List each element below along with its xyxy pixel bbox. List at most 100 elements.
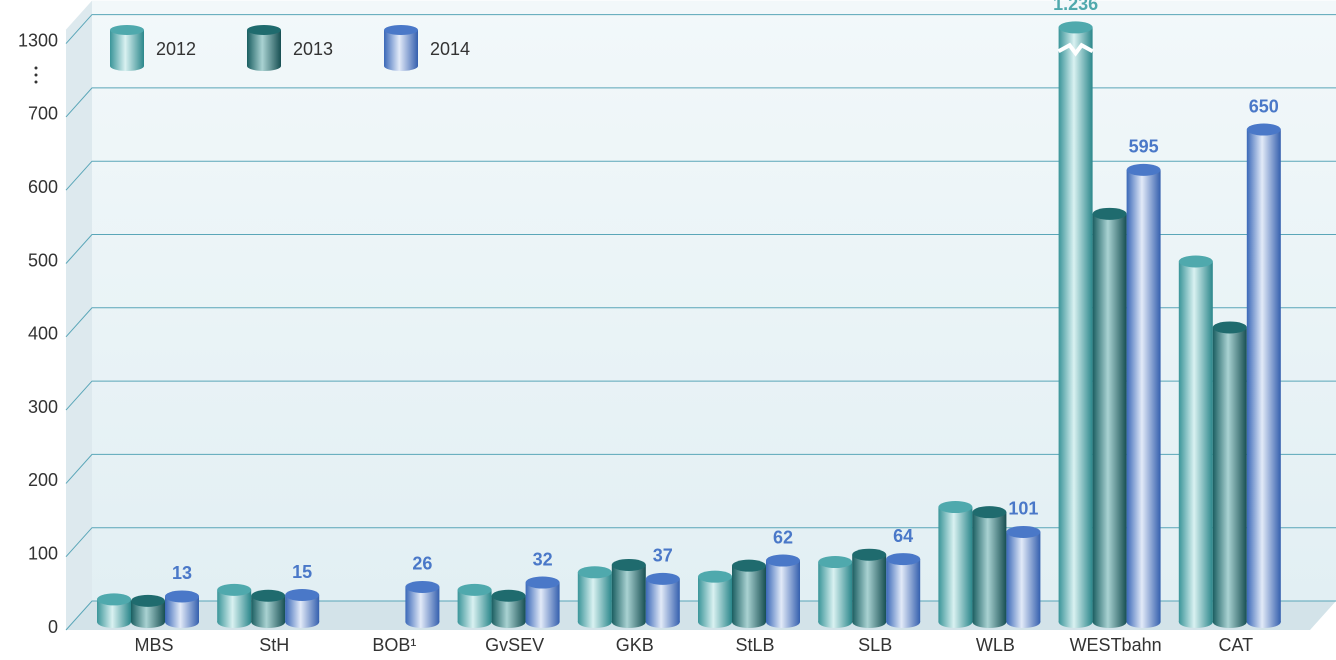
legend-swatch-base: [247, 61, 281, 71]
value-label: 1.236: [1053, 0, 1098, 14]
legend-item: 2012: [110, 25, 196, 71]
bar-base: [818, 616, 853, 628]
bar-top: [97, 593, 131, 606]
legend-swatch: [384, 30, 418, 66]
bar: [766, 554, 800, 628]
bar-base: [1006, 616, 1041, 628]
bar-top: [525, 576, 560, 589]
legend-swatch: [247, 30, 281, 66]
bar-body: [1178, 261, 1213, 622]
bar: [131, 594, 165, 628]
bar-top: [491, 589, 526, 602]
grid-line: [65, 600, 1336, 631]
y-tick-label: 500: [28, 250, 58, 270]
x-tick-label: GKB: [616, 635, 654, 655]
bar: [217, 583, 252, 628]
bar: [611, 558, 646, 628]
bar-body: [577, 572, 612, 622]
value-label: 26: [412, 554, 432, 574]
grid-line: [65, 234, 1336, 264]
bar-body: [611, 564, 646, 622]
bar: [1006, 525, 1041, 628]
break-mark: [1057, 42, 1094, 57]
bar-top: [938, 501, 973, 514]
grid-line: [65, 527, 1336, 558]
grid-line: [65, 160, 1336, 191]
bar-base: [852, 616, 887, 628]
x-tick-label: CAT: [1218, 635, 1253, 655]
bar-base: [732, 616, 766, 628]
x-tick-label: WLB: [976, 635, 1015, 655]
legend-label: 2014: [430, 39, 470, 59]
bar-top: [1006, 525, 1041, 538]
bar-base: [886, 616, 921, 628]
bar-base: [97, 616, 131, 628]
legend-swatch-top: [247, 25, 281, 35]
bar: [698, 570, 732, 628]
bar: [1246, 123, 1281, 628]
grid-line: [65, 307, 1336, 338]
bar-top: [852, 548, 887, 561]
bar-top: [766, 554, 800, 567]
bar: [1057, 21, 1094, 628]
bar-body: [97, 599, 131, 622]
bar-body: [1246, 129, 1281, 623]
bar-base: [217, 616, 252, 628]
x-tick-label: WESTbahn: [1070, 635, 1162, 655]
bar-base: [165, 616, 199, 628]
x-tick-label: MBS: [134, 635, 173, 655]
y-tick-label: 300: [28, 397, 58, 417]
legend-item: 2013: [247, 25, 333, 71]
bar-base: [577, 616, 612, 628]
bar: [525, 576, 560, 628]
value-label: 650: [1249, 96, 1279, 116]
bar-top: [886, 553, 921, 566]
value-label: 595: [1129, 137, 1159, 157]
y-tick-label: 700: [28, 104, 58, 124]
grid-line: [65, 380, 1336, 411]
axis-break-dots: [34, 66, 38, 84]
bar-top: [1092, 207, 1127, 220]
bar: [972, 506, 1007, 628]
bar-body: [732, 565, 766, 622]
bar-base: [525, 616, 560, 628]
bar: [1178, 255, 1213, 628]
bar-base: [972, 616, 1007, 628]
legend-swatch-top: [110, 25, 144, 35]
bar-top: [1126, 163, 1161, 176]
side-wall: [66, 0, 92, 631]
bar-body: [1058, 27, 1093, 623]
x-tick-label: GvSEV: [485, 635, 544, 655]
bar-top: [251, 589, 286, 602]
legend-label: 2013: [293, 39, 333, 59]
back-wall: [92, 0, 1336, 602]
x-tick-label: StLB: [735, 635, 774, 655]
bar-body: [886, 559, 921, 622]
grid-line: [65, 453, 1336, 484]
bar-body: [818, 562, 853, 622]
bar-base: [1058, 616, 1093, 628]
bar: [251, 589, 286, 628]
y-tick-label: 400: [28, 324, 58, 344]
bar-top: [732, 559, 766, 572]
bar-body: [972, 512, 1007, 622]
x-tick-label: StH: [259, 635, 289, 655]
bar: [577, 566, 612, 628]
value-label: 62: [773, 527, 793, 547]
bar-base: [1178, 616, 1213, 628]
bar-base: [698, 616, 732, 628]
grid-line: [65, 87, 1336, 118]
bar-base: [285, 616, 320, 628]
bar-base: [611, 616, 646, 628]
bar-base: [1092, 616, 1127, 628]
bar: [97, 593, 131, 628]
y-tick-label: 1300: [18, 30, 58, 50]
bar-top: [405, 580, 440, 593]
bar: [886, 553, 921, 628]
y-tick-label: 0: [48, 617, 58, 637]
value-label: 13: [172, 563, 192, 583]
value-label: 32: [533, 549, 553, 569]
bar-base: [491, 616, 526, 628]
bar-base: [251, 616, 286, 628]
bar-top: [1058, 21, 1093, 34]
